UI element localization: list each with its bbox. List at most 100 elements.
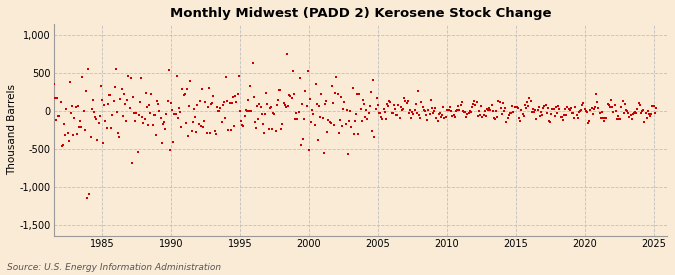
Point	[430, 106, 441, 110]
Point	[72, 131, 82, 136]
Point	[77, 75, 88, 79]
Text: Source: U.S. Energy Information Administration: Source: U.S. Energy Information Administ…	[7, 263, 221, 272]
Point	[412, 111, 423, 116]
Point	[202, 105, 213, 110]
Point	[383, 104, 394, 109]
Point	[275, 87, 286, 92]
Point	[516, 108, 526, 112]
Point	[647, 104, 658, 108]
Point	[401, 100, 412, 105]
Point	[548, 107, 559, 111]
Point	[577, 102, 588, 107]
Point	[483, 108, 493, 112]
Point	[389, 103, 400, 108]
Point	[603, 103, 614, 107]
Point	[508, 109, 519, 114]
Point	[458, 109, 468, 114]
Point	[636, 111, 647, 115]
Point	[159, 120, 169, 124]
Point	[111, 66, 122, 71]
Point	[75, 119, 86, 123]
Point	[191, 130, 202, 134]
Point	[439, 116, 450, 120]
Point	[373, 111, 384, 116]
Point	[347, 85, 358, 90]
Point	[497, 101, 508, 105]
Point	[489, 117, 500, 121]
Point	[293, 110, 304, 114]
Point	[429, 109, 439, 113]
Point	[206, 101, 217, 106]
Point	[576, 108, 587, 112]
Point	[563, 107, 574, 111]
Point	[560, 107, 570, 111]
Point	[639, 120, 650, 124]
Point	[247, 61, 258, 65]
Point	[620, 102, 630, 106]
Title: Monthly Midwest (PADD 2) Kerosene Stock Change: Monthly Midwest (PADD 2) Kerosene Stock …	[170, 7, 551, 20]
Point	[418, 108, 429, 112]
Point	[69, 116, 80, 120]
Point	[239, 114, 250, 118]
Point	[221, 75, 232, 79]
Point	[45, 81, 56, 86]
Point	[338, 106, 349, 111]
Point	[315, 114, 326, 119]
Y-axis label: Thousand Barrels: Thousand Barrels	[7, 84, 17, 175]
Point	[146, 92, 157, 97]
Point	[389, 106, 400, 111]
Point	[252, 103, 263, 108]
Point	[520, 102, 531, 107]
Point	[74, 125, 84, 129]
Point	[330, 91, 341, 95]
Point	[182, 87, 192, 91]
Point	[205, 130, 215, 135]
Point	[637, 108, 647, 113]
Point	[348, 132, 359, 136]
Point	[358, 102, 369, 106]
Point	[63, 139, 74, 143]
Point	[538, 106, 549, 110]
Point	[423, 108, 434, 113]
Point	[551, 110, 562, 115]
Point	[593, 105, 604, 110]
Point	[333, 131, 344, 135]
Point	[381, 102, 392, 106]
Point	[88, 110, 99, 114]
Point	[109, 85, 120, 89]
Point	[201, 131, 212, 135]
Point	[500, 106, 511, 110]
Point	[296, 143, 306, 147]
Point	[396, 108, 407, 112]
Point	[180, 121, 191, 125]
Point	[455, 103, 466, 107]
Point	[532, 108, 543, 113]
Point	[624, 115, 635, 119]
Point	[630, 110, 641, 114]
Point	[404, 111, 414, 115]
Point	[163, 68, 174, 72]
Point	[568, 111, 578, 116]
Point	[612, 114, 623, 119]
Point	[105, 93, 115, 97]
Point	[126, 76, 136, 80]
Point	[95, 83, 106, 88]
Point	[462, 112, 472, 116]
Point	[70, 104, 81, 109]
Point	[620, 108, 631, 112]
Point	[517, 111, 528, 116]
Point	[340, 122, 351, 127]
Point	[169, 111, 180, 116]
Point	[634, 103, 645, 107]
Point	[533, 104, 544, 109]
Point	[379, 110, 390, 114]
Point	[271, 103, 282, 108]
Point	[309, 123, 320, 127]
Point	[649, 110, 660, 115]
Point	[609, 103, 620, 107]
Point	[290, 117, 300, 122]
Point	[641, 116, 652, 120]
Point	[651, 106, 661, 111]
Point	[137, 114, 148, 119]
Point	[337, 123, 348, 128]
